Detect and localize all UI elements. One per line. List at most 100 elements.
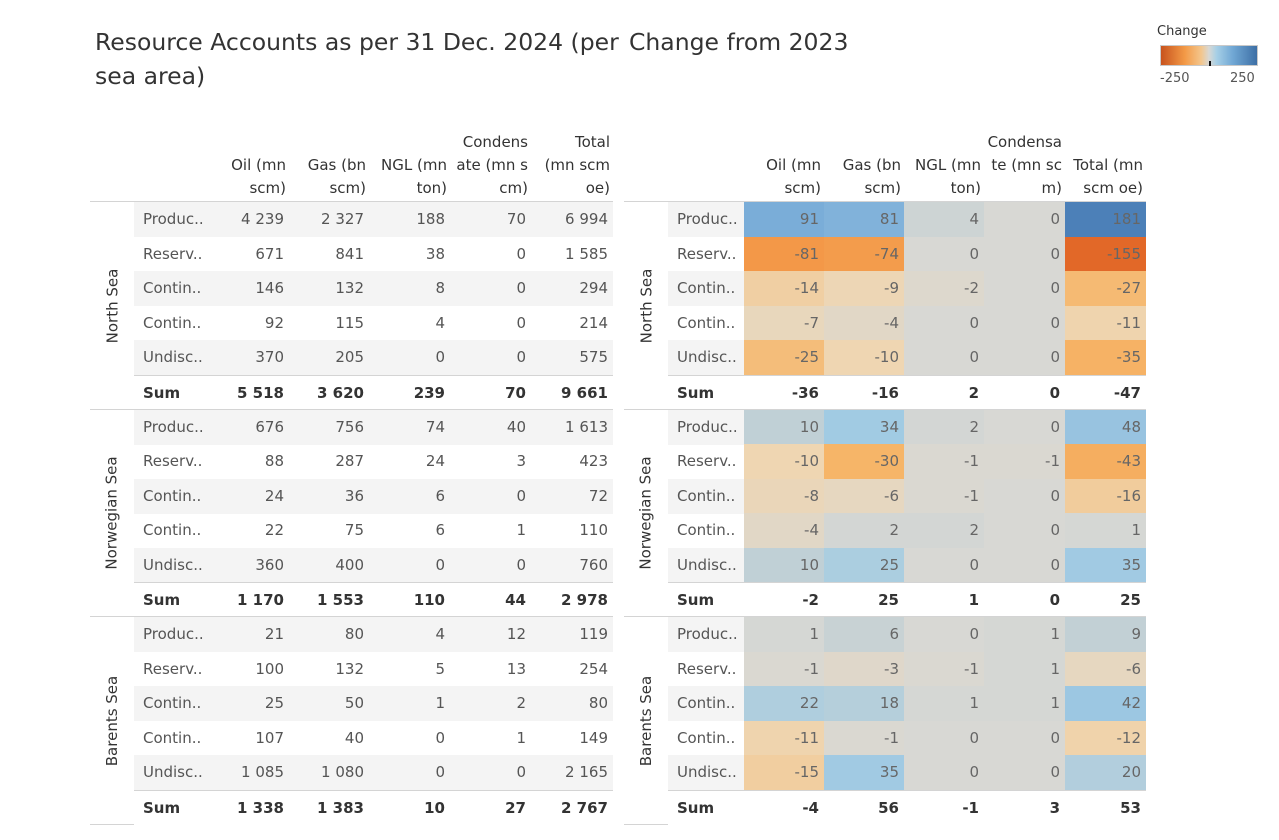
right-table-row[interactable]: Produc.. 10 34 2 0 48	[668, 409, 1146, 445]
heat-cell-condensate-mn-scm[interactable]: 1	[984, 651, 1065, 687]
heat-cell-gas-bn-scm[interactable]: 6	[824, 617, 904, 652]
value-cell-condensate-mn-scm[interactable]: 70	[506, 210, 526, 228]
value-cell-oil-mn-scm[interactable]: 671	[255, 244, 284, 263]
heat-cell-ngl-mn-ton[interactable]: -1	[904, 651, 984, 687]
value-cell-ngl-mn-ton[interactable]: 0	[435, 763, 445, 781]
left-sum-row[interactable]: Sum 5 518 3 620 239 70 9 661	[134, 374, 613, 411]
left-sum-row[interactable]: Sum 1 170 1 553 110 44 2 978	[134, 582, 613, 618]
heat-cell-ngl-mn-ton[interactable]: -1	[904, 444, 984, 479]
value-cell-ngl-mn-ton[interactable]: 5	[435, 659, 445, 678]
value-cell-gas-bn-scm[interactable]: 400	[335, 555, 364, 574]
heat-cell-gas-bn-scm[interactable]: 81	[824, 202, 904, 237]
value-cell-oil-mn-scm[interactable]: 360	[255, 555, 284, 574]
value-cell-total-mn-scm-oe[interactable]: 80	[588, 694, 608, 712]
value-cell-total-mn-scm-oe[interactable]: 294	[579, 279, 608, 297]
value-cell-oil-mn-scm[interactable]: 676	[255, 417, 284, 436]
left-table-row[interactable]: Undisc.. 370 205 0 0 575	[134, 340, 613, 375]
value-cell-condensate-mn-scm[interactable]: 0	[516, 555, 526, 574]
value-cell-total-mn-scm-oe[interactable]: 119	[579, 625, 608, 643]
value-cell-total-mn-scm-oe[interactable]: 2 978	[561, 591, 608, 609]
heat-cell-oil-mn-scm[interactable]: -11	[744, 720, 824, 756]
value-cell-total-mn-scm-oe[interactable]: 9 661	[561, 383, 608, 402]
heat-cell-ngl-mn-ton[interactable]: -1	[904, 478, 984, 514]
value-cell-ngl-mn-ton[interactable]: 1	[435, 694, 445, 712]
heat-cell-gas-bn-scm[interactable]: -9	[824, 271, 904, 306]
value-cell-gas-bn-scm[interactable]: 3 620	[317, 383, 364, 402]
value-cell-condensate-mn-scm[interactable]: 1	[516, 728, 526, 747]
value-cell-oil-mn-scm[interactable]: 107	[255, 728, 284, 747]
heat-cell-ngl-mn-ton[interactable]: 0	[904, 305, 984, 341]
right-table-row[interactable]: Contin.. -4 2 2 0 1	[668, 513, 1146, 548]
value-cell-oil-mn-scm[interactable]: 146	[255, 279, 284, 297]
left-column-header-condensate-mn-scm[interactable]: Condens ate (mn s cm)	[456, 133, 528, 197]
value-cell-gas-bn-scm[interactable]: 36	[344, 486, 364, 505]
heat-cell-condensate-mn-scm[interactable]: 0	[984, 513, 1065, 548]
value-cell-ngl-mn-ton[interactable]: 8	[435, 279, 445, 297]
heat-cell-condensate-mn-scm[interactable]: 0	[984, 720, 1065, 756]
heat-cell-total-mn-scm-oe[interactable]: -27	[1065, 271, 1146, 306]
heat-cell-ngl-mn-ton[interactable]: 0	[904, 236, 984, 272]
left-column-header-total-mn-scm-oe[interactable]: Total (mn scm oe)	[544, 133, 610, 197]
value-cell-oil-mn-scm[interactable]: 5 518	[237, 383, 284, 402]
value-cell-condensate-mn-scm[interactable]: 70	[505, 383, 526, 402]
value-cell-total-mn-scm-oe[interactable]: 214	[579, 313, 608, 332]
value-cell-ngl-mn-ton[interactable]: 4	[435, 313, 445, 332]
heat-cell-gas-bn-scm[interactable]: -16	[871, 383, 899, 402]
heat-cell-ngl-mn-ton[interactable]: 2	[968, 383, 979, 402]
heat-cell-ngl-mn-ton[interactable]: 4	[904, 202, 984, 237]
value-cell-gas-bn-scm[interactable]: 1 553	[317, 591, 364, 609]
heat-cell-gas-bn-scm[interactable]: 56	[878, 798, 899, 817]
value-cell-total-mn-scm-oe[interactable]: 6 994	[565, 210, 608, 228]
value-cell-oil-mn-scm[interactable]: 1 085	[241, 763, 284, 781]
heat-cell-oil-mn-scm[interactable]: -25	[744, 340, 824, 375]
value-cell-total-mn-scm-oe[interactable]: 149	[579, 728, 608, 747]
heat-cell-ngl-mn-ton[interactable]: -2	[904, 271, 984, 306]
heat-cell-condensate-mn-scm[interactable]: 0	[984, 305, 1065, 341]
value-cell-total-mn-scm-oe[interactable]: 423	[579, 452, 608, 470]
value-cell-oil-mn-scm[interactable]: 1 170	[237, 591, 284, 609]
heat-cell-total-mn-scm-oe[interactable]: 20	[1065, 755, 1146, 790]
left-group-label[interactable]: Barents Sea	[90, 617, 134, 824]
heat-cell-ngl-mn-ton[interactable]: 2	[904, 513, 984, 548]
value-cell-condensate-mn-scm[interactable]: 13	[506, 659, 526, 678]
right-table-row[interactable]: Reserv.. -1 -3 -1 1 -6	[668, 651, 1146, 687]
heat-cell-condensate-mn-scm[interactable]: 3	[1049, 798, 1060, 817]
value-cell-condensate-mn-scm[interactable]: 0	[516, 313, 526, 332]
value-cell-total-mn-scm-oe[interactable]: 1 613	[565, 417, 608, 436]
heat-cell-total-mn-scm-oe[interactable]: -16	[1065, 478, 1146, 514]
heat-cell-gas-bn-scm[interactable]: -10	[824, 340, 904, 375]
value-cell-ngl-mn-ton[interactable]: 188	[416, 210, 445, 228]
value-cell-ngl-mn-ton[interactable]: 38	[425, 244, 445, 263]
value-cell-oil-mn-scm[interactable]: 22	[264, 521, 284, 539]
value-cell-condensate-mn-scm[interactable]: 27	[505, 798, 526, 817]
heat-cell-gas-bn-scm[interactable]: -3	[824, 651, 904, 687]
right-table-row[interactable]: Undisc.. -15 35 0 0 20	[668, 755, 1146, 790]
heat-cell-oil-mn-scm[interactable]: 1	[744, 617, 824, 652]
value-cell-gas-bn-scm[interactable]: 50	[344, 694, 364, 712]
right-column-header-ngl-mn-ton[interactable]: NGL (mn ton)	[915, 156, 981, 197]
heat-cell-oil-mn-scm[interactable]: -2	[802, 591, 819, 609]
heat-cell-oil-mn-scm[interactable]: -8	[744, 478, 824, 514]
heat-cell-oil-mn-scm[interactable]: -81	[744, 236, 824, 272]
right-table-row[interactable]: Produc.. 1 6 0 1 9	[668, 617, 1146, 652]
value-cell-condensate-mn-scm[interactable]: 0	[516, 348, 526, 366]
left-table-row[interactable]: Undisc.. 1 085 1 080 0 0 2 165	[134, 755, 613, 790]
value-cell-total-mn-scm-oe[interactable]: 110	[579, 521, 608, 539]
right-table-row[interactable]: Contin.. -7 -4 0 0 -11	[668, 305, 1146, 341]
heat-cell-oil-mn-scm[interactable]: 22	[744, 686, 824, 721]
right-table-row[interactable]: Reserv.. -81 -74 0 0 -155	[668, 236, 1146, 272]
value-cell-gas-bn-scm[interactable]: 1 383	[317, 798, 364, 817]
heat-cell-total-mn-scm-oe[interactable]: -43	[1065, 444, 1146, 479]
left-column-header-oil-mn-scm[interactable]: Oil (mn scm)	[231, 156, 286, 197]
color-legend[interactable]: Change -250 250	[1133, 24, 1268, 94]
value-cell-condensate-mn-scm[interactable]: 0	[516, 486, 526, 505]
heat-cell-gas-bn-scm[interactable]: -6	[824, 478, 904, 514]
value-cell-gas-bn-scm[interactable]: 115	[335, 313, 364, 332]
heat-cell-total-mn-scm-oe[interactable]: -11	[1065, 305, 1146, 341]
heat-cell-gas-bn-scm[interactable]: -4	[824, 305, 904, 341]
heat-cell-gas-bn-scm[interactable]: 25	[824, 547, 904, 583]
value-cell-total-mn-scm-oe[interactable]: 72	[588, 486, 608, 505]
right-sum-row[interactable]: Sum -4 56 -1 3 53	[668, 789, 1146, 826]
heat-cell-gas-bn-scm[interactable]: 25	[878, 591, 899, 609]
heat-cell-oil-mn-scm[interactable]: -4	[744, 513, 824, 548]
